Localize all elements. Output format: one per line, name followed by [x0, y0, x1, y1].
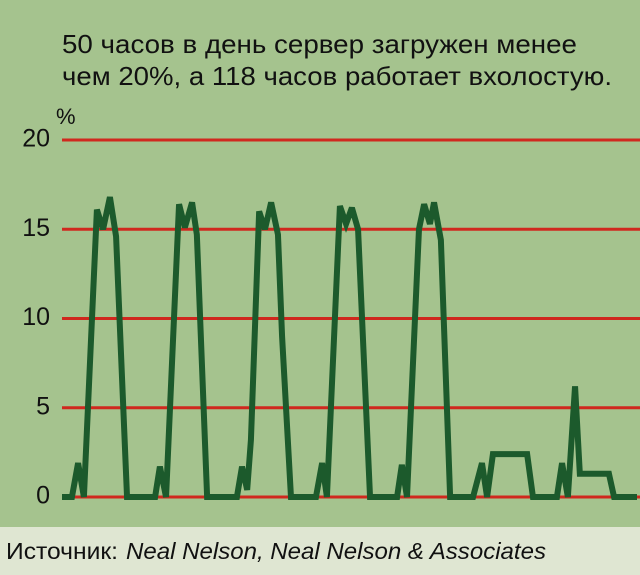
y-tick-label: 20: [22, 125, 50, 153]
source-text: Neal Nelson, Neal Nelson & Associates: [126, 538, 547, 564]
y-tick-label: 15: [22, 214, 50, 242]
background: [0, 0, 640, 527]
y-tick-label: 0: [36, 482, 50, 510]
y-tick-label: 10: [22, 303, 50, 331]
footer-background: [0, 527, 640, 575]
chart-title: 50 часов в день сервер загружен менее: [62, 29, 577, 59]
data-line: [62, 196, 637, 500]
chart-title: чем 20%, а 118 часов работает вхолостую.: [62, 61, 612, 91]
source-label: Источник:: [6, 538, 118, 564]
y-axis-label: %: [56, 104, 76, 129]
y-tick-label: 5: [36, 392, 50, 420]
